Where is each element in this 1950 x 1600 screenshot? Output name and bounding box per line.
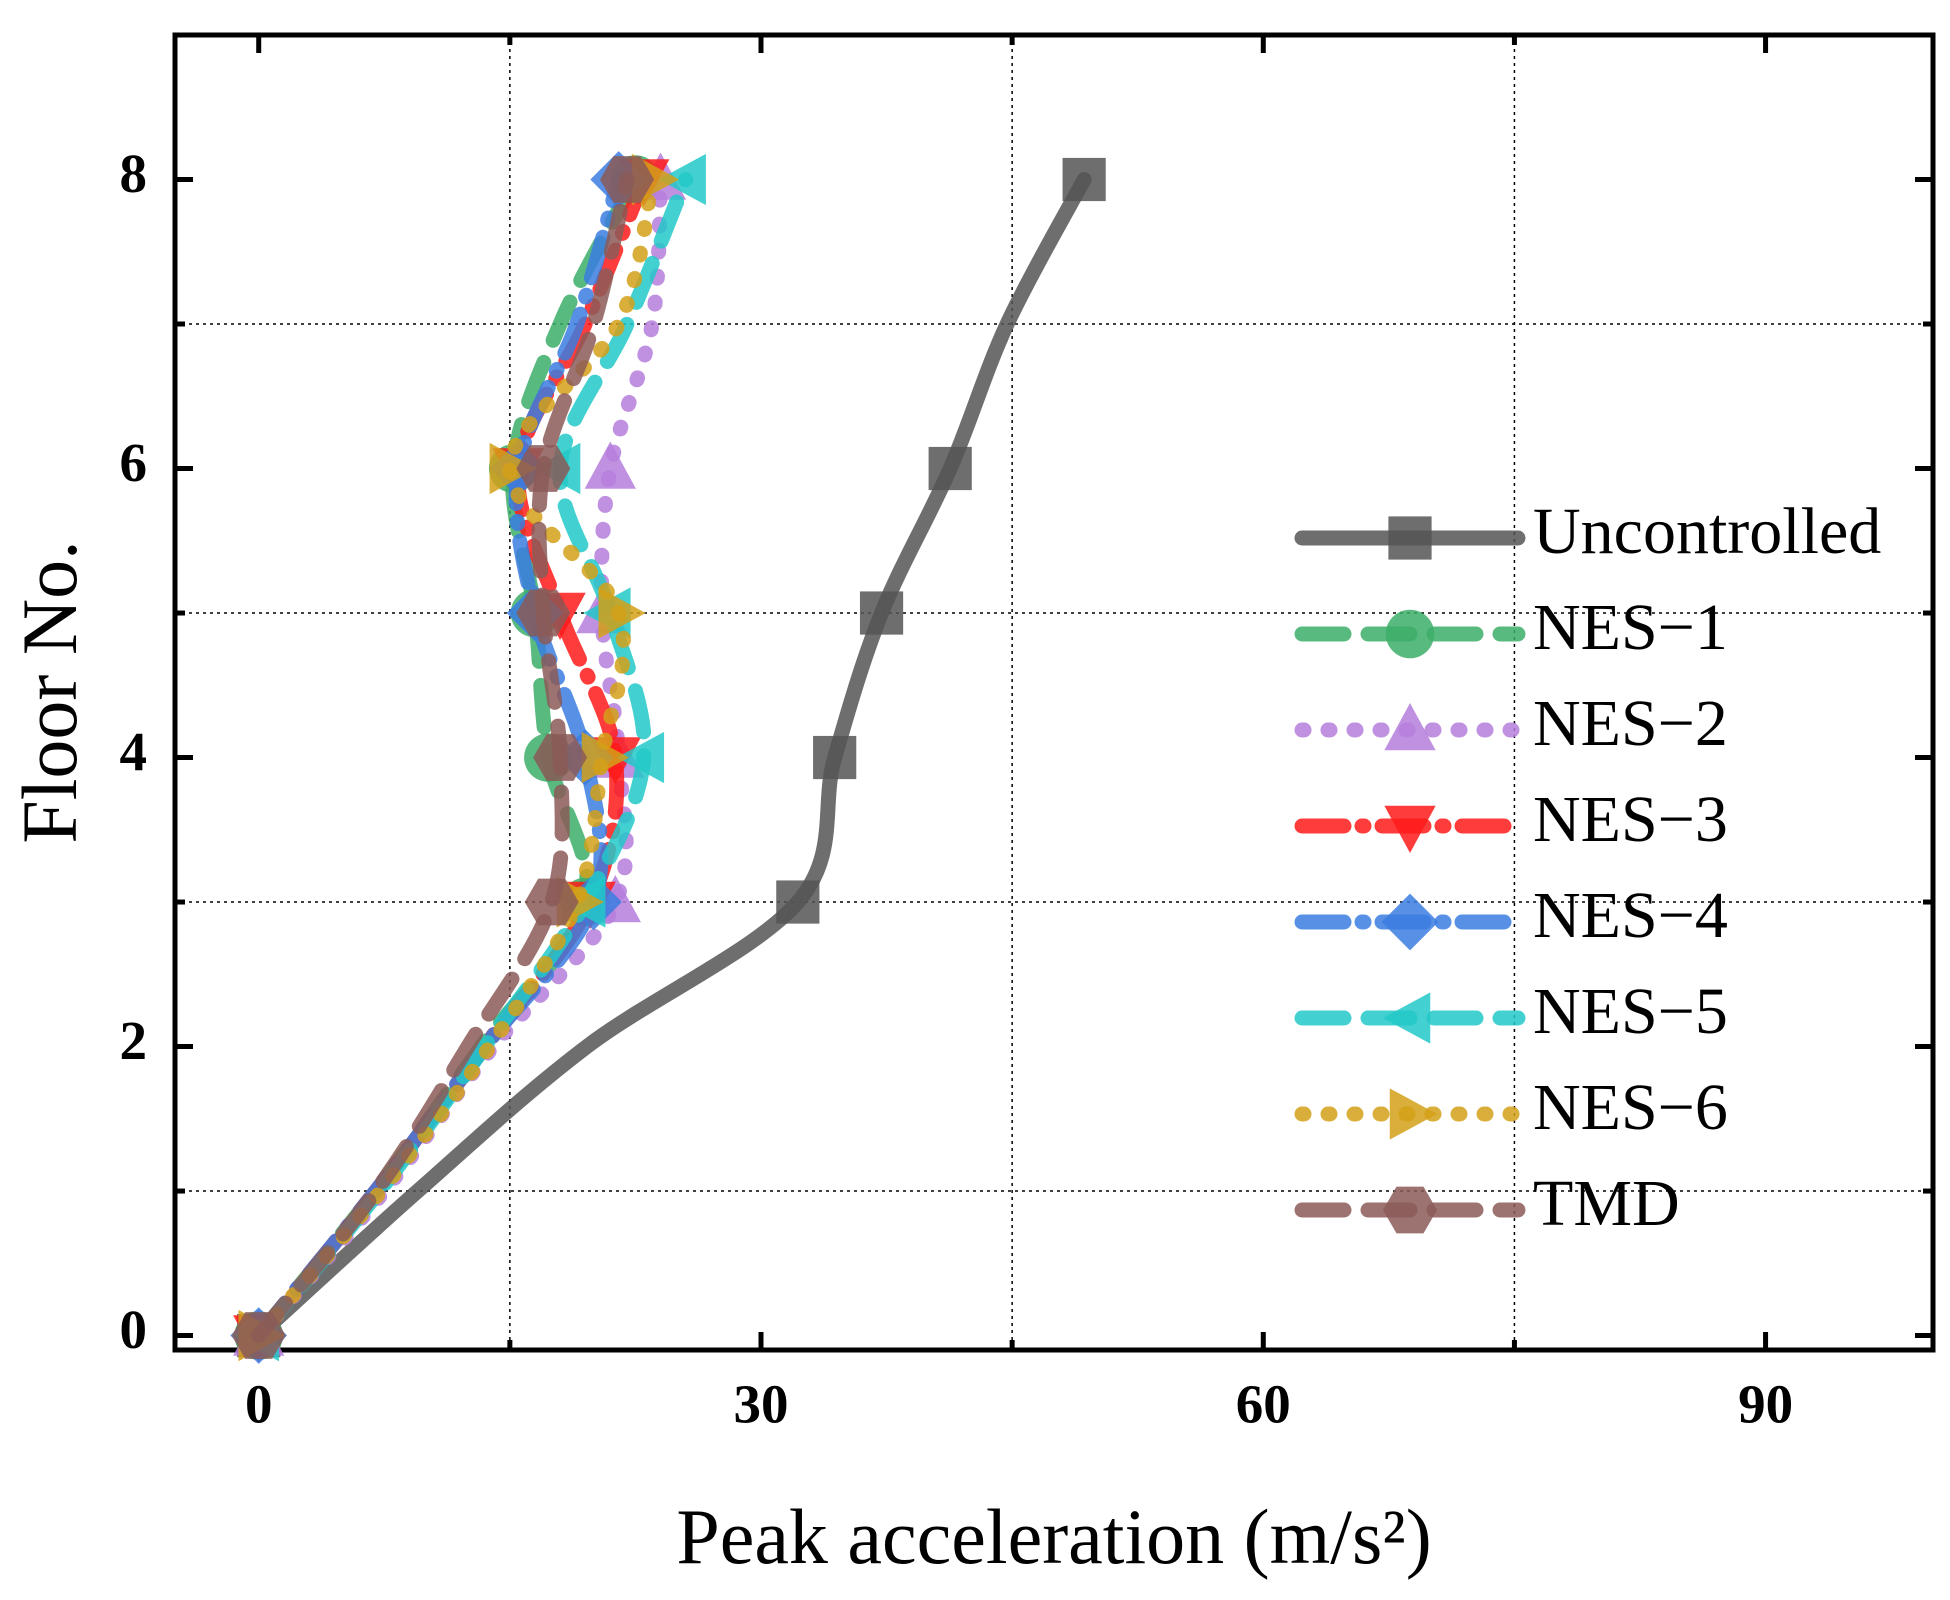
marker [533, 734, 588, 781]
legend-marker [1383, 992, 1431, 1044]
series-line [251, 172, 627, 1344]
legend-label: NES−3 [1533, 783, 1728, 856]
legend-label: NES−5 [1533, 975, 1728, 1048]
marker [859, 591, 904, 635]
legend-label: Uncontrolled [1533, 495, 1881, 568]
marker [516, 445, 571, 492]
marker [813, 735, 857, 780]
marker [616, 731, 665, 784]
marker [489, 442, 537, 495]
legend-marker [1385, 609, 1435, 659]
legend-marker [1384, 703, 1436, 751]
legend-marker [1381, 893, 1439, 951]
marker [524, 878, 579, 926]
marker [928, 446, 972, 491]
legend-label: NES−1 [1533, 591, 1728, 664]
legend-marker [1388, 516, 1432, 560]
y-tick-label: 8 [120, 143, 148, 204]
legend-label: NES−6 [1533, 1071, 1728, 1144]
plot-frame [172, 32, 1936, 1353]
legend-marker [1389, 1088, 1437, 1140]
marker [516, 589, 571, 637]
marker [231, 1312, 286, 1359]
y-tick-label: 0 [120, 1299, 148, 1360]
legend-marker [1383, 1186, 1437, 1234]
marker [658, 153, 706, 206]
x-tick-label: 60 [1236, 1374, 1291, 1435]
series-line [251, 172, 1092, 1344]
marker [776, 880, 820, 924]
marker [1062, 157, 1106, 202]
legend-marker [1384, 805, 1436, 853]
x-tick-label: 30 [734, 1374, 789, 1435]
x-tick-label: 90 [1738, 1374, 1793, 1435]
legend-label: TMD [1533, 1167, 1680, 1240]
marker [600, 156, 655, 203]
y-tick-label: 6 [120, 432, 148, 493]
y-axis-label: Floor No. [6, 540, 93, 843]
x-axis-label: Peak acceleration (m/s²) [676, 1493, 1431, 1580]
x-tick-label: 0 [245, 1374, 273, 1435]
legend-label: NES−4 [1533, 879, 1728, 952]
marker [598, 587, 646, 639]
marker [581, 731, 629, 784]
legend-label: NES−2 [1533, 687, 1728, 760]
y-tick-label: 4 [120, 721, 148, 782]
y-tick-label: 2 [120, 1010, 148, 1071]
marker [584, 441, 636, 489]
